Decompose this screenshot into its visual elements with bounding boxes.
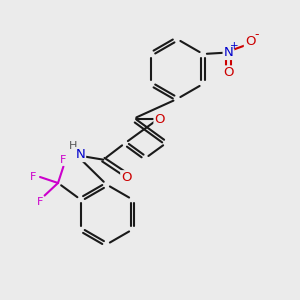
Text: O: O [245,34,255,48]
Text: O: O [154,112,165,125]
Text: F: F [60,155,67,165]
Text: F: F [30,172,37,182]
Text: O: O [223,66,234,80]
Text: F: F [37,196,43,207]
Text: -: - [254,28,259,41]
Text: N: N [75,148,85,161]
Text: +: + [230,41,239,51]
Text: H: H [69,141,77,151]
Text: O: O [121,171,132,184]
Text: N: N [224,46,233,59]
